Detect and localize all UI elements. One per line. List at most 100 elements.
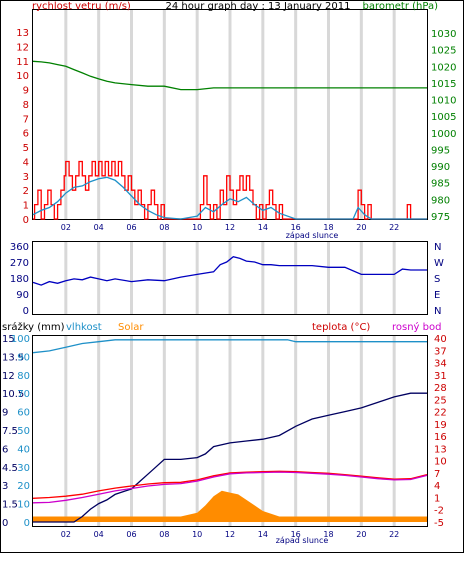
humidity-y-tick-label: 80 xyxy=(17,371,30,382)
humidity-y-tick-label: 30 xyxy=(17,463,30,474)
wind-y-tick-label: 4 xyxy=(23,157,29,168)
temperature-y-tick-label: 19 xyxy=(434,420,447,431)
x-tick-label: 02 xyxy=(61,223,71,232)
wind-y-tick-label: 10 xyxy=(16,71,29,82)
wind-panel-grid xyxy=(64,10,396,219)
direction-y-tick-label: 180 xyxy=(10,274,29,285)
barometer-axis-label: barometr (hPa) xyxy=(363,1,439,12)
x-tick-label: 22 xyxy=(389,530,399,539)
wind-y-tick-label: 9 xyxy=(23,86,29,97)
barometer-y-tick-label: 975 xyxy=(431,212,450,223)
wind-speed-axis-label: rychlost vetru (m/s) xyxy=(32,1,131,12)
series-line xyxy=(32,60,427,91)
compass-letter: W xyxy=(434,258,444,269)
barometer-y-tick-label: 995 xyxy=(431,145,450,156)
legend-rain: srážky (mm) xyxy=(2,321,65,333)
x-tick-label: 22 xyxy=(389,223,399,232)
x-tick-label: 14 xyxy=(258,223,268,232)
chart-title: 24 hour graph day : 13 January 2011 xyxy=(166,1,351,12)
series-line xyxy=(32,471,428,504)
direction-y-tick-label: 270 xyxy=(10,258,29,269)
x-tick-label: 18 xyxy=(323,530,333,539)
humidity-y-tick-label: 60 xyxy=(17,408,30,419)
temperature-y-tick-label: 7 xyxy=(434,469,440,480)
direction-y-tick-label: 360 xyxy=(10,242,29,253)
compass-letter: E xyxy=(434,290,440,301)
temperature-y-tick-label: 10 xyxy=(434,457,447,468)
sunset-label-bottom: západ slunce xyxy=(276,536,329,545)
barometer-y-tick-label: 1020 xyxy=(431,62,456,73)
rain-y-tick-label: 3 xyxy=(2,481,8,492)
solar-area xyxy=(33,490,427,522)
rain-y-tick-label: 1.5 xyxy=(2,500,18,511)
x-tick-label: 10 xyxy=(192,223,202,232)
compass-letter: S xyxy=(434,274,440,285)
temperature-y-tick-label: -2 xyxy=(434,506,444,517)
sunset-label: západ slunce xyxy=(286,231,339,240)
barometer-y-tick-label: 1000 xyxy=(431,129,456,140)
temperature-y-tick-label: 28 xyxy=(434,383,447,394)
wind-y-tick-label: 8 xyxy=(23,100,29,111)
wind-y-tick-label: 7 xyxy=(23,114,29,125)
wind-panel-ticks: 02 04 06 08 10 12 14 16 18 20 22012345678910111213… xyxy=(16,28,456,232)
series-line xyxy=(32,470,428,499)
compass-letter: N xyxy=(434,242,441,253)
x-tick-label: 20 xyxy=(356,223,366,232)
temperature-y-tick-label: 13 xyxy=(434,444,447,455)
wind-y-tick-label: 3 xyxy=(23,172,29,183)
x-tick-label: 18 xyxy=(323,223,333,232)
rain-y-tick-label: 4.5 xyxy=(2,463,18,474)
series-line xyxy=(33,160,427,220)
wind-y-tick-label: 13 xyxy=(16,28,29,39)
x-tick-label: 06 xyxy=(126,530,136,539)
x-tick-label: 02 xyxy=(61,530,71,539)
x-tick-label: 16 xyxy=(291,223,301,232)
wind-y-tick-label: 12 xyxy=(16,42,29,53)
series-line xyxy=(33,392,427,523)
direction-panel-grid xyxy=(64,242,396,314)
rain-y-tick-label: 0 xyxy=(2,518,8,529)
barometer-y-tick-label: 980 xyxy=(431,195,450,206)
barometer-y-tick-label: 1025 xyxy=(431,46,456,57)
temperature-y-tick-label: 22 xyxy=(434,408,447,419)
temperature-y-tick-label: 25 xyxy=(434,395,447,406)
humidity-y-tick-label: 10 xyxy=(17,500,30,511)
x-tick-label: 06 xyxy=(126,223,136,232)
wind-y-tick-label: 1 xyxy=(23,201,29,212)
humidity-y-tick-label: 50 xyxy=(17,426,30,437)
legend-humidity: vlhkost xyxy=(66,322,102,333)
wind-y-tick-label: 6 xyxy=(23,129,29,140)
temperature-y-tick-label: 31 xyxy=(434,371,447,382)
x-tick-label: 20 xyxy=(356,530,366,539)
humidity-y-tick-label: 100 xyxy=(11,334,30,345)
x-tick-label: 08 xyxy=(159,223,169,232)
direction-line xyxy=(32,255,427,286)
rain-y-tick-label: 9 xyxy=(2,408,8,419)
temperature-y-tick-label: 1 xyxy=(434,493,440,504)
wind-y-tick-label: 0 xyxy=(23,215,29,226)
rain-y-tick-label: 13.5 xyxy=(2,352,24,363)
rain-y-tick-label: 15 xyxy=(2,334,15,345)
temperature-y-tick-label: -5 xyxy=(434,518,444,529)
x-tick-label: 08 xyxy=(159,530,169,539)
barometer-y-tick-label: 985 xyxy=(431,179,450,190)
temperature-y-tick-label: 40 xyxy=(434,334,447,345)
barometer-y-tick-label: 1010 xyxy=(431,96,456,107)
x-tick-label: 12 xyxy=(225,223,235,232)
direction-y-tick-label: 90 xyxy=(16,290,29,301)
barometer-y-tick-label: 1005 xyxy=(431,112,456,123)
x-tick-label: 04 xyxy=(94,530,104,539)
rain-y-tick-label: 12 xyxy=(2,371,15,382)
temperature-y-tick-label: 34 xyxy=(434,359,447,370)
humidity-y-tick-label: 20 xyxy=(17,481,30,492)
x-tick-label: 16 xyxy=(291,530,301,539)
legend-temperature: teplota (°C) xyxy=(312,322,370,333)
humidity-y-tick-label: 90 xyxy=(17,352,30,363)
rain-y-tick-label: 10.5 xyxy=(2,389,24,400)
wind-y-tick-label: 2 xyxy=(23,186,29,197)
x-tick-label: 14 xyxy=(258,530,268,539)
compass-letter: N xyxy=(434,306,441,317)
